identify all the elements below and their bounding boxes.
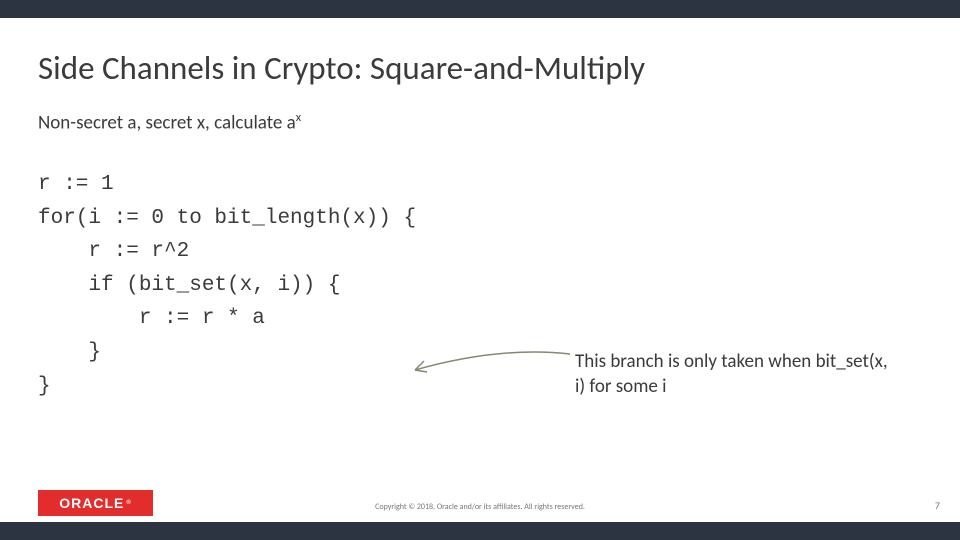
slide: Side Channels in Crypto: Square-and-Mult… [0, 0, 960, 540]
code-block: r := 1 for(i := 0 to bit_length(x)) { r … [38, 168, 416, 403]
logo-text: ORACLE [59, 495, 124, 511]
subtitle-exponent: x [296, 110, 301, 125]
slide-subtitle: Non-secret a, secret x, calculate ax [38, 110, 301, 134]
oracle-logo: ORACLE® [38, 490, 153, 516]
annotation-arrow [400, 348, 575, 383]
logo-tm: ® [126, 500, 131, 506]
subtitle-text: Non-secret a, secret x, calculate a [38, 111, 296, 134]
slide-title: Side Channels in Crypto: Square-and-Mult… [38, 48, 645, 88]
annotation-text: This branch is only taken when bit_set(x… [575, 350, 895, 399]
page-number: 7 [935, 499, 940, 512]
copyright-text: Copyright © 2018, Oracle and/or its affi… [375, 502, 585, 512]
